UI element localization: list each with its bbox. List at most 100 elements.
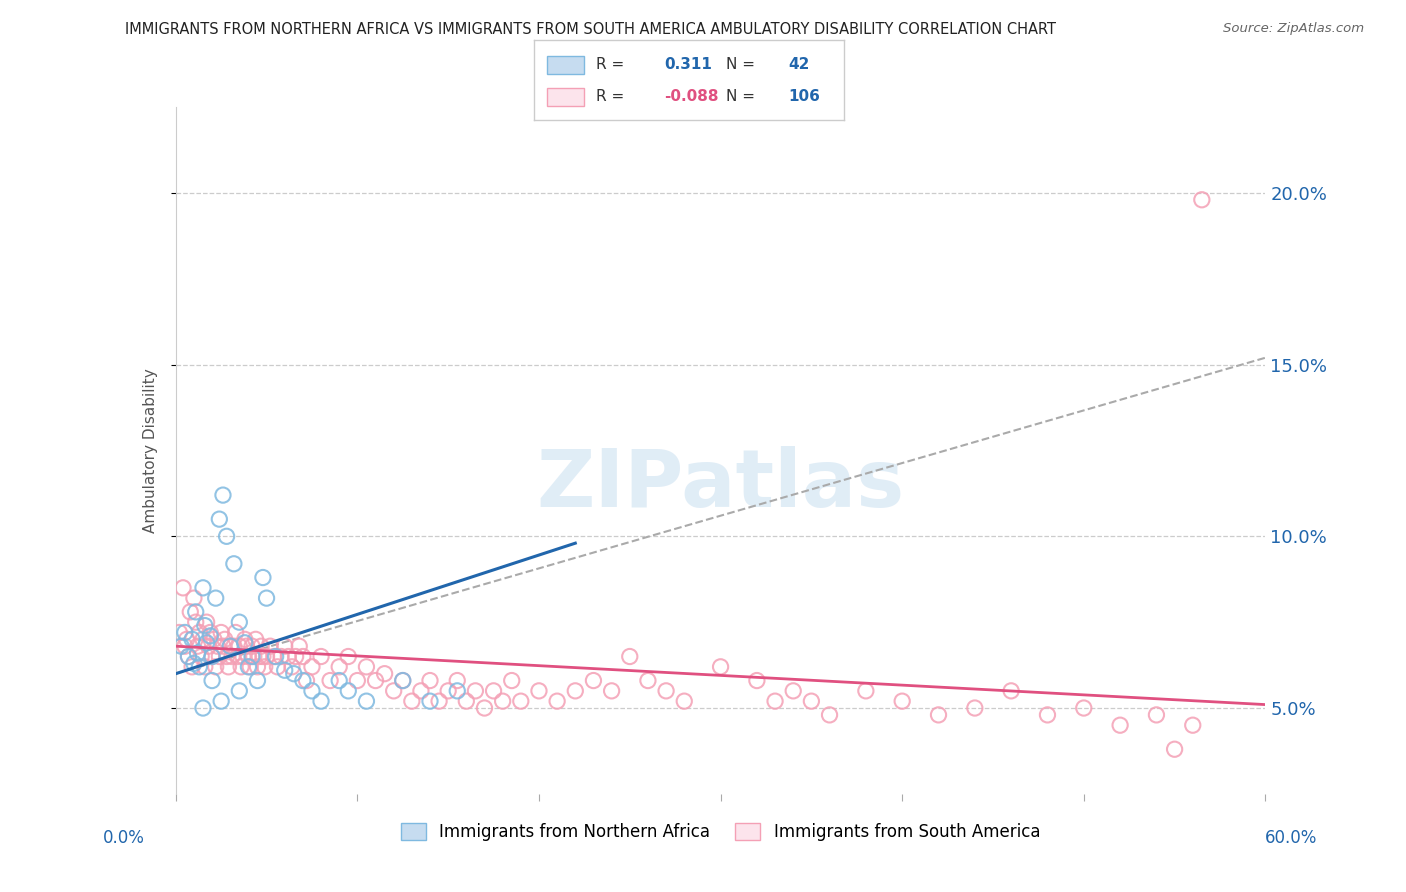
Point bbox=[582, 673, 605, 688]
Point bbox=[201, 649, 224, 664]
Point bbox=[212, 639, 235, 653]
Point bbox=[183, 657, 205, 671]
Point bbox=[208, 649, 231, 664]
Point bbox=[233, 632, 256, 647]
Point bbox=[176, 632, 198, 647]
Point bbox=[637, 673, 659, 688]
Point bbox=[172, 581, 194, 595]
Point bbox=[252, 570, 274, 584]
Point bbox=[501, 673, 523, 688]
Text: N =: N = bbox=[725, 89, 755, 103]
Point bbox=[246, 673, 269, 688]
Point bbox=[356, 660, 378, 674]
Point bbox=[208, 512, 231, 526]
Point bbox=[364, 673, 387, 688]
Point bbox=[492, 694, 515, 708]
Point bbox=[291, 673, 314, 688]
Point bbox=[219, 639, 242, 653]
Point bbox=[219, 639, 242, 653]
Point bbox=[1109, 718, 1132, 732]
Point bbox=[214, 632, 236, 647]
Point bbox=[1000, 683, 1022, 698]
Point bbox=[247, 649, 270, 664]
Point bbox=[291, 649, 314, 664]
Point bbox=[446, 673, 468, 688]
Legend: Immigrants from Northern Africa, Immigrants from South America: Immigrants from Northern Africa, Immigra… bbox=[394, 816, 1047, 847]
Point bbox=[266, 660, 288, 674]
Point bbox=[319, 673, 342, 688]
Point bbox=[800, 694, 823, 708]
Point bbox=[288, 639, 311, 653]
Point bbox=[456, 694, 478, 708]
Point bbox=[427, 694, 450, 708]
Point bbox=[222, 557, 245, 571]
Point bbox=[281, 660, 304, 674]
Point bbox=[225, 625, 247, 640]
Point bbox=[177, 649, 200, 664]
Point bbox=[190, 649, 212, 664]
Point bbox=[600, 683, 623, 698]
Point bbox=[655, 683, 678, 698]
Point bbox=[1163, 742, 1185, 756]
Point bbox=[270, 649, 292, 664]
Point bbox=[188, 660, 211, 674]
Text: 42: 42 bbox=[787, 57, 810, 71]
Text: 0.311: 0.311 bbox=[664, 57, 711, 71]
Point bbox=[928, 707, 950, 722]
Point bbox=[246, 660, 269, 674]
Point bbox=[1073, 701, 1095, 715]
Point bbox=[215, 529, 238, 543]
Point bbox=[235, 639, 257, 653]
Point bbox=[173, 639, 195, 653]
Point bbox=[419, 694, 441, 708]
Point bbox=[250, 639, 273, 653]
Point bbox=[181, 632, 204, 647]
Point bbox=[855, 683, 877, 698]
Point bbox=[201, 649, 224, 664]
Point bbox=[509, 694, 531, 708]
Point bbox=[259, 639, 281, 653]
Point bbox=[240, 639, 263, 653]
Point bbox=[710, 660, 733, 674]
Point bbox=[356, 694, 378, 708]
Point bbox=[763, 694, 786, 708]
Point bbox=[232, 649, 254, 664]
Point bbox=[1191, 193, 1213, 207]
Point bbox=[186, 639, 209, 653]
Point bbox=[1181, 718, 1204, 732]
Point bbox=[200, 629, 222, 643]
Point bbox=[179, 605, 201, 619]
Point bbox=[527, 683, 550, 698]
Text: 60.0%: 60.0% bbox=[1264, 829, 1317, 847]
Point bbox=[673, 694, 696, 708]
Text: 0.0%: 0.0% bbox=[103, 829, 145, 847]
Point bbox=[195, 615, 218, 630]
Point bbox=[401, 694, 423, 708]
Point bbox=[274, 663, 297, 677]
Point bbox=[233, 636, 256, 650]
Point bbox=[309, 649, 332, 664]
Point bbox=[197, 639, 219, 653]
Point bbox=[891, 694, 914, 708]
Point bbox=[253, 660, 276, 674]
Point bbox=[1146, 707, 1168, 722]
Point bbox=[191, 632, 214, 647]
Point bbox=[184, 615, 207, 630]
Point bbox=[256, 649, 278, 664]
Point bbox=[256, 591, 278, 606]
Point bbox=[231, 660, 253, 674]
Point bbox=[238, 660, 260, 674]
Point bbox=[222, 639, 245, 653]
Point bbox=[963, 701, 986, 715]
Point bbox=[209, 694, 232, 708]
Point bbox=[252, 649, 274, 664]
Point bbox=[283, 666, 305, 681]
Point bbox=[181, 660, 204, 674]
Point bbox=[328, 660, 350, 674]
Point bbox=[191, 581, 214, 595]
Point bbox=[188, 625, 211, 640]
Point bbox=[195, 636, 218, 650]
Point bbox=[177, 649, 200, 664]
Point bbox=[215, 649, 238, 664]
Point bbox=[173, 625, 195, 640]
